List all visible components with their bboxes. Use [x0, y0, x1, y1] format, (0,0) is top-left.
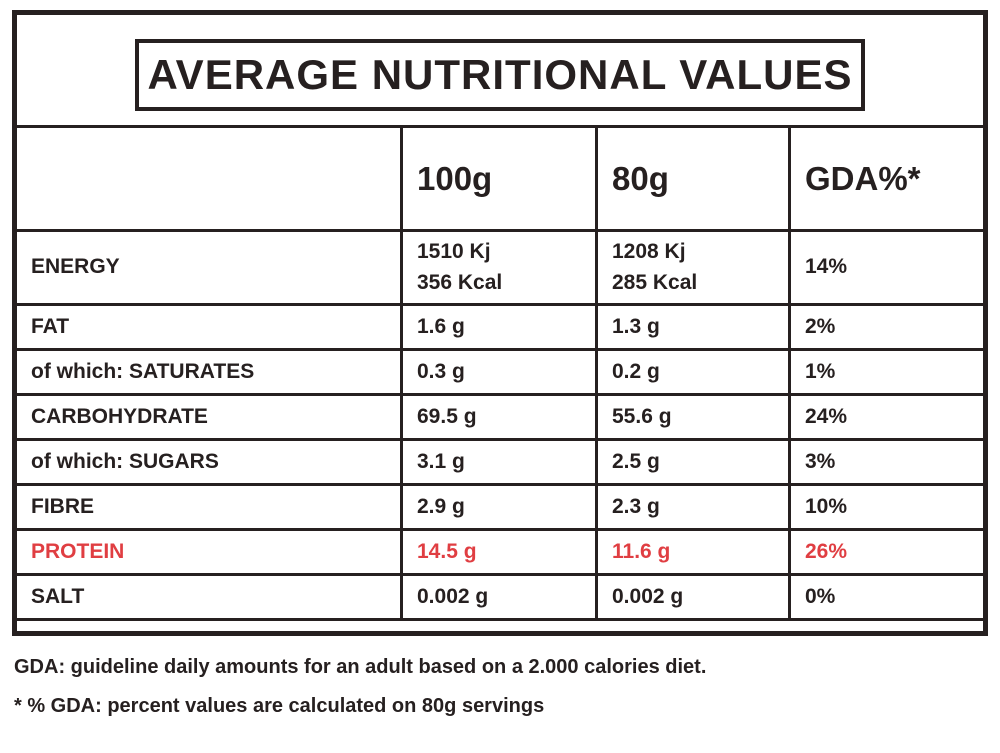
value-per-100g: 2.9 g [400, 486, 595, 528]
nutrient-label: FAT [31, 314, 70, 338]
table-row-fibre: FIBRE 2.9 g 2.3 g 10% [17, 486, 983, 531]
footnote-gda-definition: GDA: guideline daily amounts for an adul… [14, 656, 707, 678]
gda-value: 0% [788, 576, 983, 618]
nutrient-label: FIBRE [31, 494, 94, 518]
table-row-saturates: of which: SATURATES 0.3 g 0.2 g 1% [17, 351, 983, 396]
value-per-80g: 2.3 g [595, 486, 788, 528]
footnotes: GDA: guideline daily amounts for an adul… [12, 656, 988, 718]
value-per-80g: 1208 Kj 285 Kcal [595, 232, 788, 303]
value-per-80g: 0.2 g [595, 351, 788, 393]
nutrient-label: of which: SUGARS [31, 449, 219, 473]
table-row-protein: PROTEIN 14.5 g 11.6 g 26% [17, 531, 983, 576]
page-title: AVERAGE NUTRITIONAL VALUES [147, 51, 853, 98]
gda-value: 24% [788, 396, 983, 438]
value-per-100g: 1.6 g [400, 306, 595, 348]
value-per-80g: 2.5 g [595, 441, 788, 483]
value-per-100g: 1510 Kj 356 Kcal [400, 232, 595, 303]
value-per-100g: 0.002 g [400, 576, 595, 618]
value-per-100g: 69.5 g [400, 396, 595, 438]
title-box: AVERAGE NUTRITIONAL VALUES [135, 39, 865, 111]
gda-value: 1% [788, 351, 983, 393]
gda-value: 10% [788, 486, 983, 528]
gda-value: 14% [788, 232, 983, 303]
nutrient-label: SALT [31, 584, 85, 608]
gda-value: 2% [788, 306, 983, 348]
table-row-sugars: of which: SUGARS 3.1 g 2.5 g 3% [17, 441, 983, 486]
table-row-fat: FAT 1.6 g 1.3 g 2% [17, 306, 983, 351]
nutrient-label: PROTEIN [31, 539, 125, 563]
value-per-100g: 0.3 g [400, 351, 595, 393]
nutrient-label: of which: SATURATES [31, 359, 255, 383]
header-gda-percent: GDA%* [788, 128, 983, 229]
nutrition-table: 100g 80g GDA%* ENERGY 1510 Kj 356 Kcal 1… [17, 125, 983, 621]
header-empty [17, 128, 400, 229]
value-per-100g: 3.1 g [400, 441, 595, 483]
value-per-80g: 11.6 g [595, 531, 788, 573]
value-per-80g: 0.002 g [595, 576, 788, 618]
value-per-100g: 14.5 g [400, 531, 595, 573]
header-per-80g: 80g [595, 128, 788, 229]
table-row-salt: SALT 0.002 g 0.002 g 0% [17, 576, 983, 621]
value-per-80g: 1.3 g [595, 306, 788, 348]
nutrition-label: AVERAGE NUTRITIONAL VALUES 100g 80g GDA%… [12, 10, 988, 636]
table-header-row: 100g 80g GDA%* [17, 128, 983, 232]
value-per-80g: 55.6 g [595, 396, 788, 438]
footnote-gda-serving: * % GDA: percent values are calculated o… [14, 695, 545, 717]
gda-value: 26% [788, 531, 983, 573]
table-row-carbohydrate: CARBOHYDRATE 69.5 g 55.6 g 24% [17, 396, 983, 441]
table-row-energy: ENERGY 1510 Kj 356 Kcal 1208 Kj 285 Kcal… [17, 232, 983, 306]
gda-value: 3% [788, 441, 983, 483]
nutrient-label: CARBOHYDRATE [31, 404, 208, 428]
header-per-100g: 100g [400, 128, 595, 229]
nutrient-label: ENERGY [31, 255, 120, 279]
